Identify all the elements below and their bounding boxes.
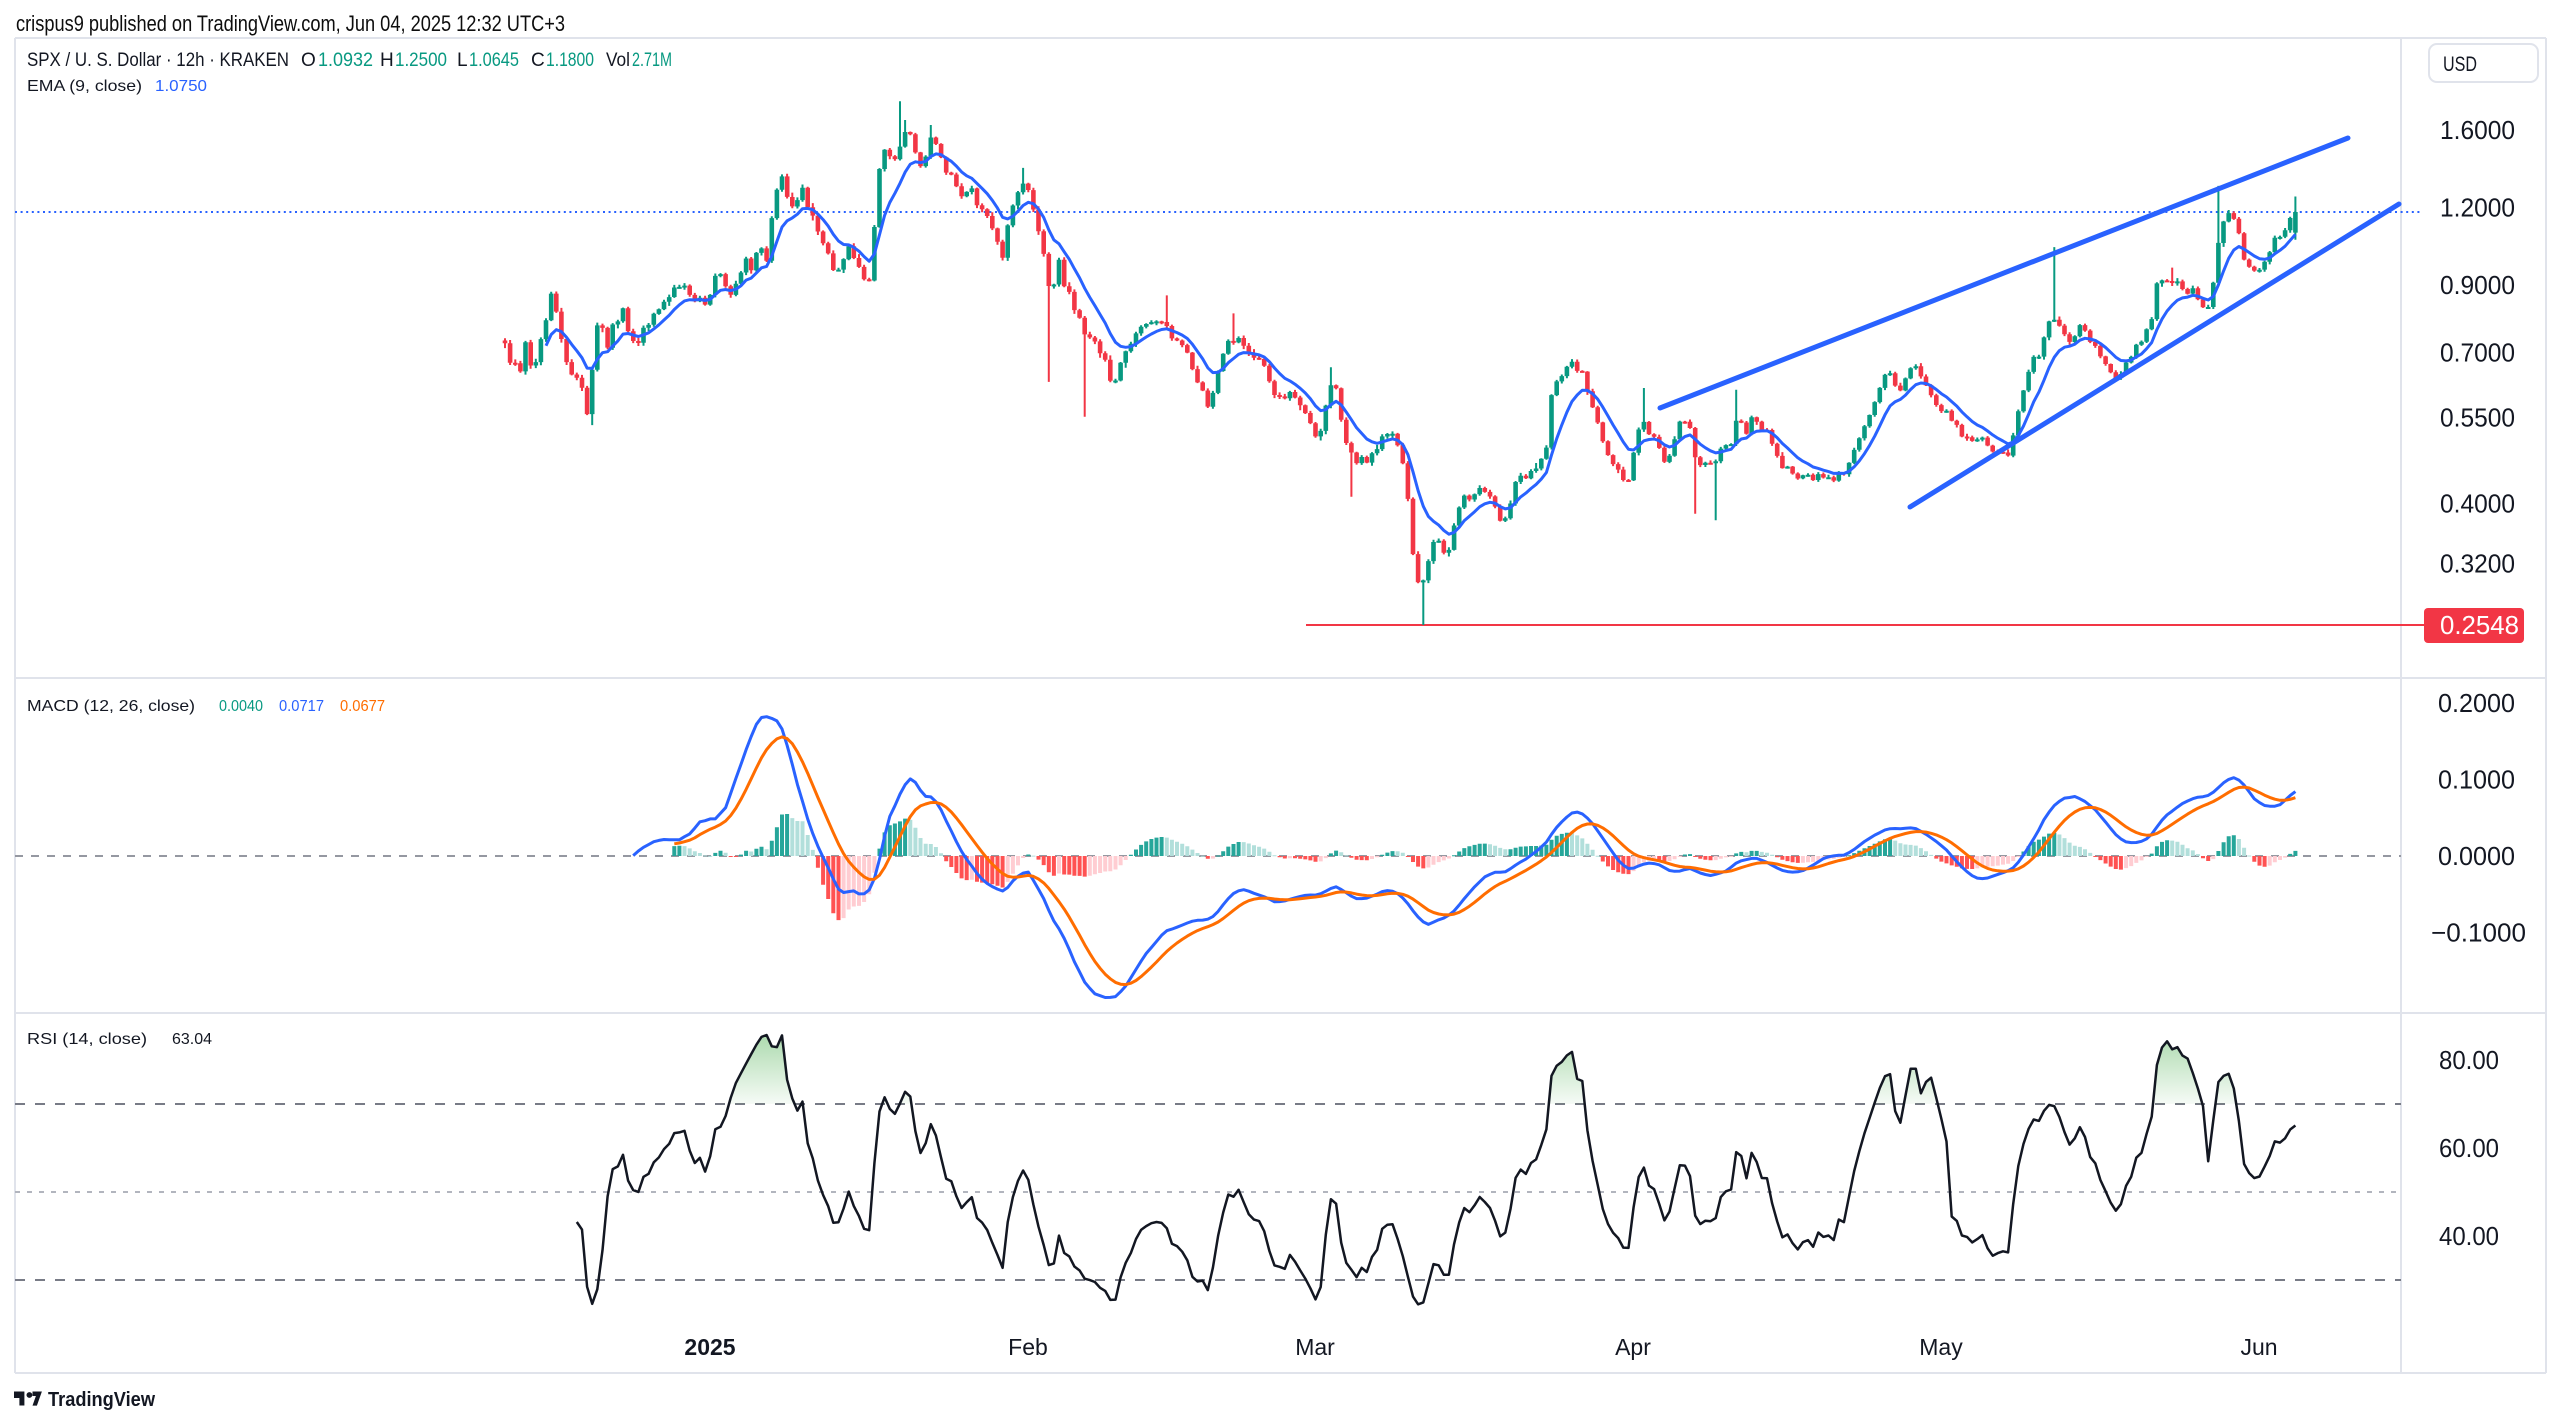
svg-text:Mar: Mar — [1295, 1334, 1335, 1360]
svg-text:C: C — [531, 50, 545, 71]
svg-text:SPX / U. S. Dollar · 12h · KRA: SPX / U. S. Dollar · 12h · KRAKEN — [27, 50, 289, 71]
svg-text:1.0645: 1.0645 — [469, 50, 519, 71]
svg-text:1.2000: 1.2000 — [2440, 193, 2515, 223]
svg-text:0.1000: 0.1000 — [2438, 765, 2515, 795]
svg-text:H: H — [380, 50, 394, 71]
svg-text:80.00: 80.00 — [2439, 1045, 2499, 1075]
svg-text:Apr: Apr — [1615, 1334, 1651, 1360]
svg-text:MACD (12, 26, close): MACD (12, 26, close) — [27, 698, 195, 715]
svg-text:0.3200: 0.3200 — [2440, 549, 2515, 579]
svg-text:0.0677: 0.0677 — [340, 698, 385, 715]
svg-text:40.00: 40.00 — [2439, 1221, 2499, 1251]
svg-text:−0.1000: −0.1000 — [2431, 917, 2526, 947]
svg-text:0.0717: 0.0717 — [279, 698, 324, 715]
svg-text:Feb: Feb — [1008, 1334, 1048, 1360]
svg-text:1.0750: 1.0750 — [155, 78, 207, 95]
svg-text:0.9000: 0.9000 — [2440, 270, 2515, 300]
svg-text:RSI (14, close): RSI (14, close) — [27, 1031, 147, 1048]
svg-text:crispus9 published on TradingV: crispus9 published on TradingView.com, J… — [16, 11, 565, 36]
svg-text:0.5500: 0.5500 — [2440, 403, 2515, 433]
svg-text:Jun: Jun — [2240, 1334, 2277, 1360]
svg-text:1.1800: 1.1800 — [546, 50, 594, 71]
svg-text:1.6000: 1.6000 — [2440, 115, 2515, 145]
svg-text:2.71M: 2.71M — [632, 50, 672, 71]
svg-text:2025: 2025 — [684, 1334, 735, 1360]
svg-text:USD: USD — [2443, 53, 2477, 76]
svg-text:TradingView: TradingView — [48, 1389, 155, 1411]
svg-text:0.0000: 0.0000 — [2438, 841, 2515, 871]
svg-text:1.0932: 1.0932 — [318, 50, 373, 71]
svg-text:0.2000: 0.2000 — [2438, 688, 2515, 718]
svg-text:O: O — [301, 50, 316, 71]
svg-text:63.04: 63.04 — [172, 1031, 212, 1048]
svg-text:May: May — [1919, 1334, 1963, 1360]
svg-text:Vol: Vol — [606, 50, 630, 71]
svg-text:L: L — [457, 50, 468, 71]
svg-text:0.2548: 0.2548 — [2440, 610, 2519, 640]
svg-text:0.0040: 0.0040 — [219, 698, 263, 715]
svg-text:0.4000: 0.4000 — [2440, 489, 2515, 519]
svg-text:60.00: 60.00 — [2439, 1133, 2499, 1163]
svg-text:1.2500: 1.2500 — [395, 50, 447, 71]
svg-text:0.7000: 0.7000 — [2440, 338, 2515, 368]
svg-text:EMA (9, close): EMA (9, close) — [27, 78, 142, 95]
